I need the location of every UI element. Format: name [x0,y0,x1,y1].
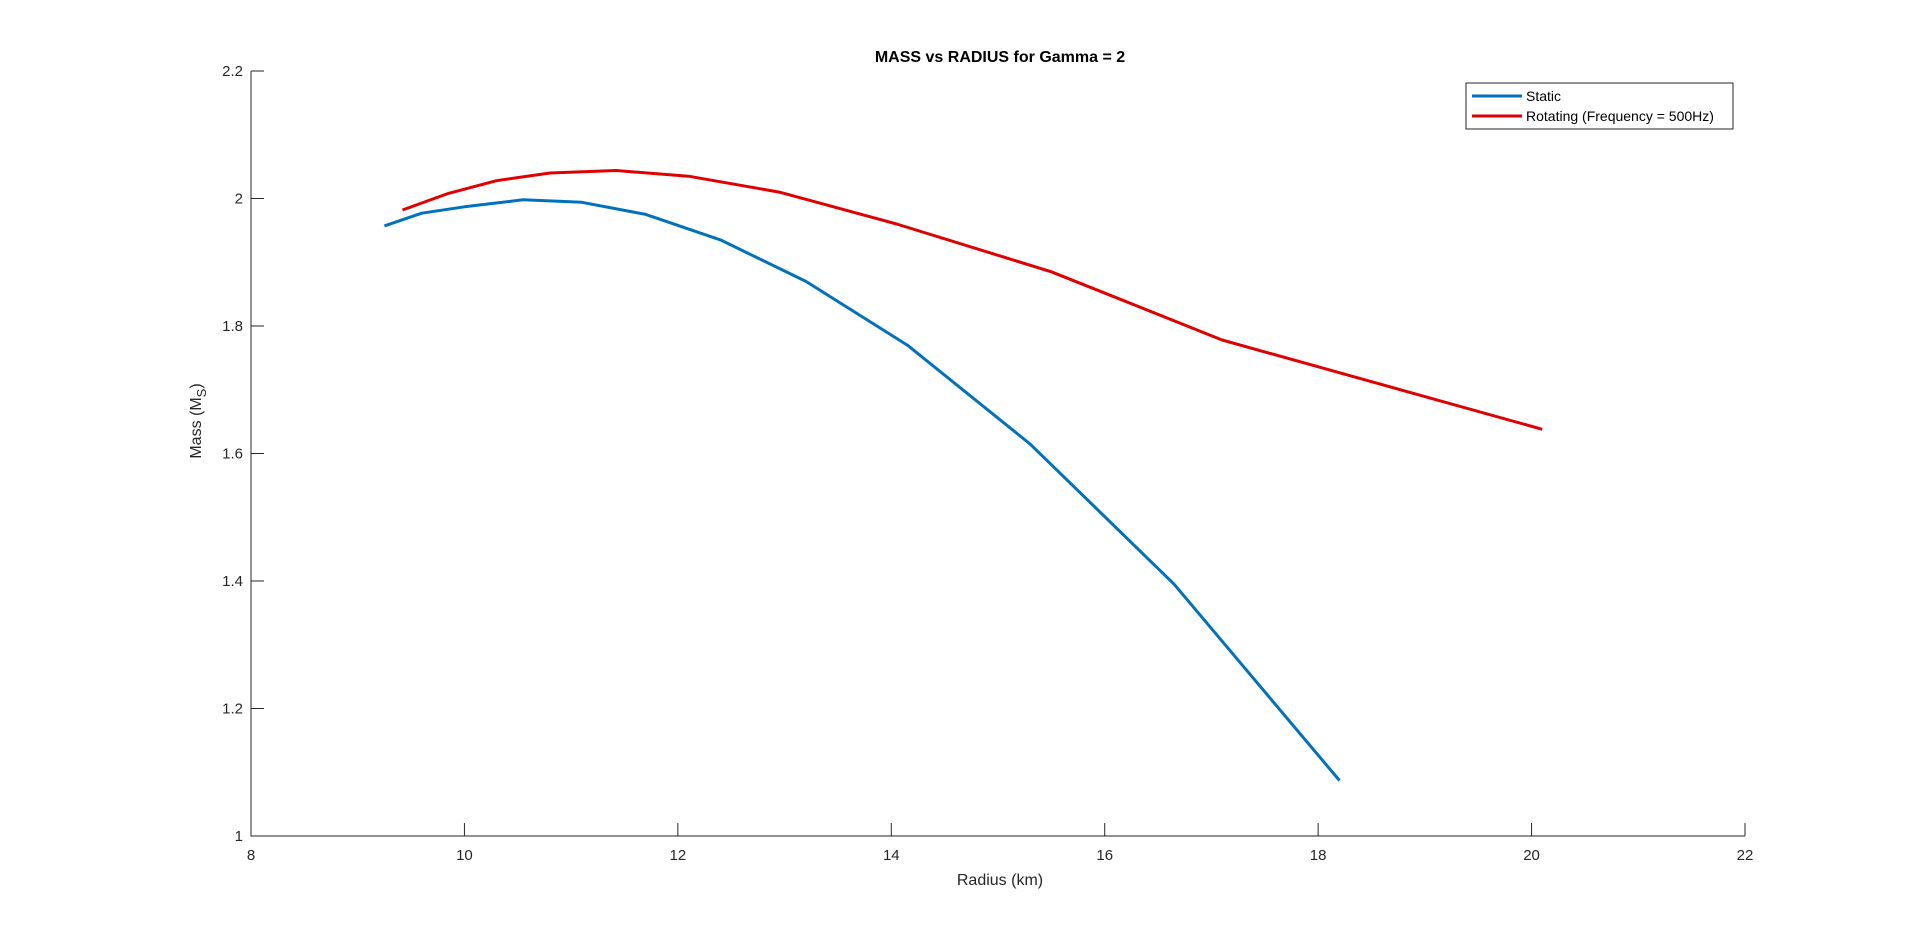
y-tick-label: 1.6 [222,446,243,463]
y-tick-label: 1.8 [222,318,243,335]
y-axis-label-close: ) [188,383,205,388]
y-tick-label: 2 [235,191,243,208]
legend: Static Rotating (Frequency = 500Hz) [1465,82,1734,130]
series-layer [383,169,1543,782]
y-tick-label: 1.2 [222,701,243,718]
y-axis-label-subscript: S [194,388,209,397]
legend-label-rotating: Rotating (Frequency = 500Hz) [1526,108,1714,124]
series-line-static [383,198,1341,782]
x-tick-label: 16 [1096,847,1113,864]
y-tick-label: 2.2 [222,63,243,80]
series-line-rotating [401,169,1543,431]
x-tick-label: 8 [247,847,255,864]
y-axis-label-text: Mass (MS) [188,383,209,458]
y-tick-label: 1 [235,828,243,845]
legend-box [1465,82,1734,130]
y-axis-label: Mass (MS) [188,383,209,458]
x-tick-label: 18 [1310,847,1327,864]
x-axis-ticks: 8 10 12 14 16 18 20 22 [247,823,1754,864]
y-tick-label: 1.4 [222,573,243,590]
x-tick-label: 14 [883,847,900,864]
y-axis-ticks: 1 1.2 1.4 1.6 1.8 2 2.2 [222,63,264,845]
chart-title: MASS vs RADIUS for Gamma = 2 [875,49,1125,66]
legend-label-static: Static [1526,88,1561,104]
y-axis-label-main: Mass (M [188,397,205,458]
x-tick-label: 12 [670,847,687,864]
x-tick-label: 22 [1737,847,1754,864]
x-tick-label: 10 [456,847,473,864]
plot-area: 8 10 12 14 16 18 20 22 1 1.2 1.4 1.6 1.8 2 2.2 [222,63,1753,864]
x-axis-label: Radius (km) [957,872,1043,889]
x-tick-label: 20 [1523,847,1540,864]
